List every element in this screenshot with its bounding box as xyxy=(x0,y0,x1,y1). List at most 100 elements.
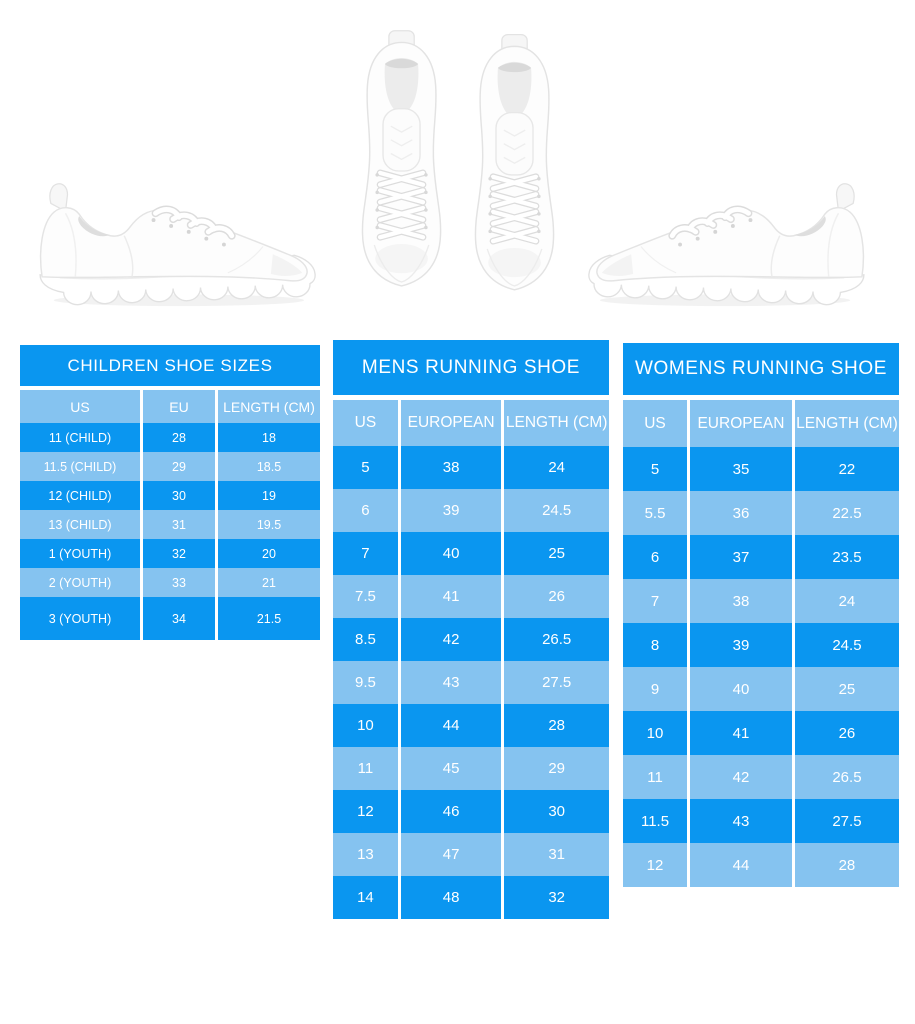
table-cell: 45 xyxy=(397,747,502,790)
table-cell: 37 xyxy=(687,535,792,579)
table-cell: 44 xyxy=(687,843,792,887)
table-cell: 39 xyxy=(397,489,502,532)
column-header: EU xyxy=(140,390,215,423)
table-cell: 36 xyxy=(687,491,792,535)
table-cell: 28 xyxy=(140,423,215,452)
table-cell: 2 (YOUTH) xyxy=(20,568,140,597)
table-cell: 31 xyxy=(501,833,609,876)
table-cell: 7 xyxy=(333,532,398,575)
table-cell: 18 xyxy=(215,423,320,452)
table-cell: 39 xyxy=(687,623,792,667)
table-cell: 12 (CHILD) xyxy=(20,481,140,510)
table-cell: 28 xyxy=(501,704,609,747)
table-cell: 40 xyxy=(687,667,792,711)
table-cell: 8.5 xyxy=(333,618,398,661)
table-cell: 5 xyxy=(333,446,398,489)
table-cell: 8 xyxy=(623,623,688,667)
table-cell: 32 xyxy=(501,876,609,919)
table-cell: 24 xyxy=(791,579,899,623)
table-cell: 46 xyxy=(397,790,502,833)
table-cell: 6 xyxy=(333,489,398,532)
table-cell: 25 xyxy=(791,667,899,711)
table-cell: 32 xyxy=(140,539,215,568)
table-cell: 42 xyxy=(397,618,502,661)
table-cell: 44 xyxy=(397,704,502,747)
table-cell: 19 xyxy=(215,481,320,510)
table-title: CHILDREN SHOE SIZES xyxy=(20,345,320,386)
table-cell: 21 xyxy=(215,568,320,597)
size-table-children: CHILDREN SHOE SIZES US EU LENGTH (CM) 11 (CH… xyxy=(20,345,320,640)
table-cell: 13 xyxy=(333,833,398,876)
table-grid: US EU LENGTH (CM) 11 (CHILD) 28 18 11.5 (CHILD… xyxy=(20,390,320,640)
white-sneaker-pair-top-view-image xyxy=(347,26,571,316)
table-cell: 30 xyxy=(501,790,609,833)
table-cell: 24.5 xyxy=(791,623,899,667)
table-cell: 13 (CHILD) xyxy=(20,510,140,539)
table-grid: US EUROPEAN LENGTH (CM) 5 35 22 5.5 36 22.5 6 37 23… xyxy=(623,400,899,887)
table-cell: 40 xyxy=(397,532,502,575)
column-header: US xyxy=(20,390,140,423)
white-sneaker-side-view-right-image xyxy=(580,180,874,312)
size-table-mens: MENS RUNNING SHOE US EUROPEAN LENGTH (CM) 5 3… xyxy=(333,340,609,919)
table-cell: 22.5 xyxy=(791,491,899,535)
table-cell: 9.5 xyxy=(333,661,398,704)
table-cell: 11 xyxy=(623,755,688,799)
table-cell: 48 xyxy=(397,876,502,919)
table-cell: 30 xyxy=(140,481,215,510)
table-cell: 10 xyxy=(333,704,398,747)
table-cell: 14 xyxy=(333,876,398,919)
table-cell: 11 xyxy=(333,747,398,790)
column-header: EUROPEAN xyxy=(687,400,792,447)
table-cell: 24 xyxy=(501,446,609,489)
table-cell: 27.5 xyxy=(791,799,899,843)
table-cell: 1 (YOUTH) xyxy=(20,539,140,568)
table-cell: 11.5 xyxy=(623,799,688,843)
table-cell: 26.5 xyxy=(791,755,899,799)
table-cell: 26.5 xyxy=(501,618,609,661)
column-header: EUROPEAN xyxy=(397,400,502,446)
column-header: LENGTH (CM) xyxy=(791,400,899,447)
table-cell: 6 xyxy=(623,535,688,579)
table-cell: 43 xyxy=(397,661,502,704)
table-cell: 38 xyxy=(687,579,792,623)
table-cell: 7.5 xyxy=(333,575,398,618)
table-cell: 19.5 xyxy=(215,510,320,539)
table-cell: 25 xyxy=(501,532,609,575)
table-cell: 3 (YOUTH) xyxy=(20,597,140,640)
table-cell: 26 xyxy=(791,711,899,755)
table-cell: 18.5 xyxy=(215,452,320,481)
table-cell: 27.5 xyxy=(501,661,609,704)
table-cell: 47 xyxy=(397,833,502,876)
table-cell: 34 xyxy=(140,597,215,640)
table-title: WOMENS RUNNING SHOE xyxy=(623,343,899,395)
table-cell: 24.5 xyxy=(501,489,609,532)
table-cell: 21.5 xyxy=(215,597,320,640)
table-grid: US EUROPEAN LENGTH (CM) 5 38 24 6 39 24.5 7 40 25 7.… xyxy=(333,400,609,919)
column-header: LENGTH (CM) xyxy=(215,390,320,423)
table-cell: 28 xyxy=(791,843,899,887)
column-header: LENGTH (CM) xyxy=(501,400,609,446)
table-cell: 42 xyxy=(687,755,792,799)
white-sneaker-side-view-left-image xyxy=(30,180,324,312)
table-cell: 41 xyxy=(687,711,792,755)
table-cell: 43 xyxy=(687,799,792,843)
column-header: US xyxy=(333,400,398,446)
column-header: US xyxy=(623,400,688,447)
table-cell: 10 xyxy=(623,711,688,755)
table-cell: 41 xyxy=(397,575,502,618)
table-cell: 12 xyxy=(623,843,688,887)
table-cell: 38 xyxy=(397,446,502,489)
table-cell: 11.5 (CHILD) xyxy=(20,452,140,481)
table-cell: 5 xyxy=(623,447,688,491)
table-cell: 12 xyxy=(333,790,398,833)
table-cell: 22 xyxy=(791,447,899,491)
table-cell: 9 xyxy=(623,667,688,711)
table-cell: 29 xyxy=(140,452,215,481)
table-cell: 35 xyxy=(687,447,792,491)
table-title: MENS RUNNING SHOE xyxy=(333,340,609,395)
table-cell: 11 (CHILD) xyxy=(20,423,140,452)
table-cell: 26 xyxy=(501,575,609,618)
size-table-womens: WOMENS RUNNING SHOE US EUROPEAN LENGTH (CM)… xyxy=(623,343,899,887)
table-cell: 5.5 xyxy=(623,491,688,535)
